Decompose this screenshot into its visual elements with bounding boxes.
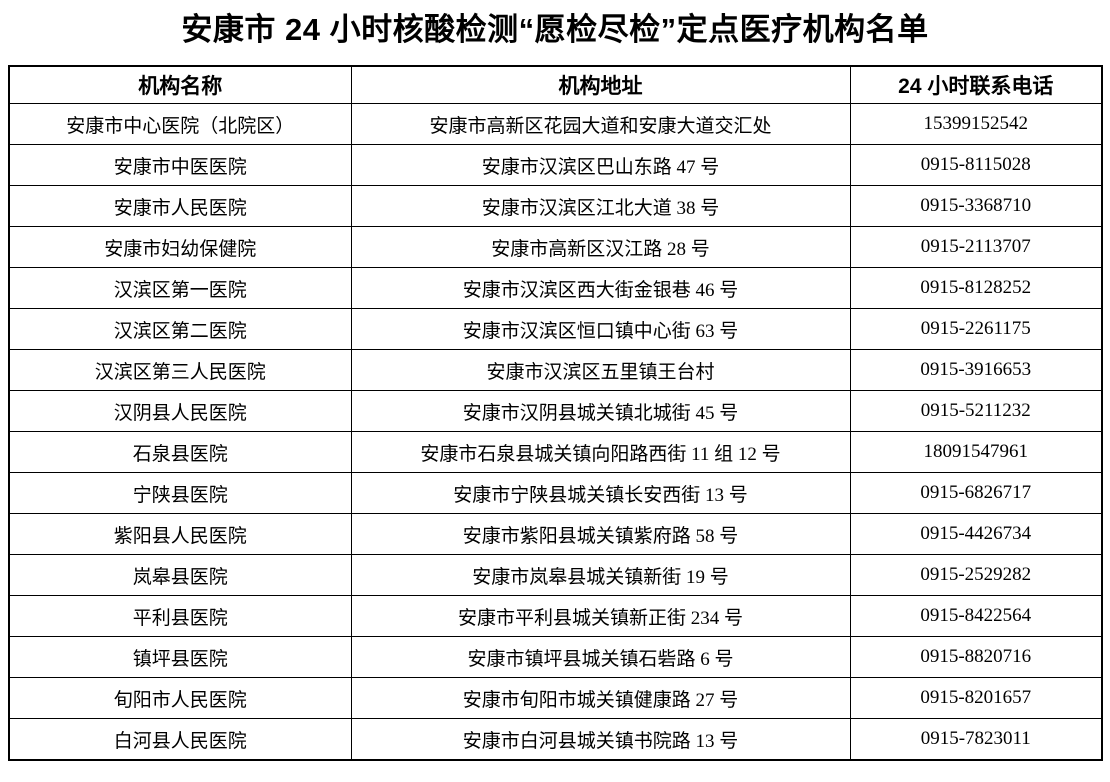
- institution-phone-cell: 0915-8820716: [849, 636, 1103, 678]
- institution-name-cell: 紫阳县人民医院: [8, 513, 352, 555]
- table-row: 石泉县医院 安康市石泉县城关镇向阳路西街 11 组 12 号 180915479…: [8, 431, 1103, 473]
- institution-phone-cell: 18091547961: [849, 431, 1103, 473]
- institutions-table: 机构名称 机构地址 24 小时联系电话 安康市中心医院（北院区） 安康市高新区花…: [8, 65, 1103, 761]
- institution-address-cell: 安康市汉滨区五里镇王台村: [350, 349, 851, 391]
- institution-phone-cell: 0915-2113707: [849, 226, 1103, 268]
- col-header-24h-phone: 24 小时联系电话: [849, 65, 1103, 104]
- institution-name-cell: 平利县医院: [8, 595, 352, 637]
- institution-address-cell: 安康市汉滨区恒口镇中心街 63 号: [350, 308, 851, 350]
- institution-phone-cell: 0915-2261175: [849, 308, 1103, 350]
- table-row: 安康市中心医院（北院区） 安康市高新区花园大道和安康大道交汇处 15399152…: [8, 103, 1103, 145]
- institution-name-cell: 汉滨区第三人民医院: [8, 349, 352, 391]
- institution-name-cell: 汉滨区第一医院: [8, 267, 352, 309]
- institution-address-cell: 安康市汉阴县城关镇北城街 45 号: [350, 390, 851, 432]
- institution-name-cell: 宁陕县医院: [8, 472, 352, 514]
- institution-name-cell: 汉滨区第二医院: [8, 308, 352, 350]
- institution-name-cell: 石泉县医院: [8, 431, 352, 473]
- institution-address-cell: 安康市高新区花园大道和安康大道交汇处: [350, 103, 851, 145]
- table-row: 岚皋县医院 安康市岚皋县城关镇新街 19 号 0915-2529282: [8, 554, 1103, 596]
- institution-phone-cell: 0915-8115028: [849, 144, 1103, 186]
- table-row: 汉滨区第三人民医院 安康市汉滨区五里镇王台村 0915-3916653: [8, 349, 1103, 391]
- institution-phone-cell: 0915-4426734: [849, 513, 1103, 555]
- table-row: 白河县人民医院 安康市白河县城关镇书院路 13 号 0915-7823011: [8, 718, 1103, 761]
- table-row: 汉滨区第一医院 安康市汉滨区西大街金银巷 46 号 0915-8128252: [8, 267, 1103, 309]
- institution-address-cell: 安康市汉滨区江北大道 38 号: [350, 185, 851, 227]
- institution-phone-cell: 0915-8128252: [849, 267, 1103, 309]
- table-row: 宁陕县医院 安康市宁陕县城关镇长安西街 13 号 0915-6826717: [8, 472, 1103, 514]
- table-row: 镇坪县医院 安康市镇坪县城关镇石砦路 6 号 0915-8820716: [8, 636, 1103, 678]
- institution-address-cell: 安康市汉滨区巴山东路 47 号: [350, 144, 851, 186]
- col-header-institution-address: 机构地址: [350, 65, 851, 104]
- table-row: 汉阴县人民医院 安康市汉阴县城关镇北城街 45 号 0915-5211232: [8, 390, 1103, 432]
- institution-address-cell: 安康市高新区汉江路 28 号: [350, 226, 851, 268]
- institution-address-cell: 安康市岚皋县城关镇新街 19 号: [350, 554, 851, 596]
- institution-phone-cell: 0915-3368710: [849, 185, 1103, 227]
- institution-name-cell: 安康市中医医院: [8, 144, 352, 186]
- table-row: 汉滨区第二医院 安康市汉滨区恒口镇中心街 63 号 0915-2261175: [8, 308, 1103, 350]
- institution-name-cell: 白河县人民医院: [8, 718, 352, 761]
- institution-phone-cell: 0915-8422564: [849, 595, 1103, 637]
- institution-phone-cell: 0915-3916653: [849, 349, 1103, 391]
- table-row: 平利县医院 安康市平利县城关镇新正街 234 号 0915-8422564: [8, 595, 1103, 637]
- institution-phone-cell: 0915-6826717: [849, 472, 1103, 514]
- table-row: 安康市妇幼保健院 安康市高新区汉江路 28 号 0915-2113707: [8, 226, 1103, 268]
- institution-name-cell: 安康市中心医院（北院区）: [8, 103, 352, 145]
- table-row: 紫阳县人民医院 安康市紫阳县城关镇紫府路 58 号 0915-4426734: [8, 513, 1103, 555]
- institution-address-cell: 安康市汉滨区西大街金银巷 46 号: [350, 267, 851, 309]
- col-header-institution-name: 机构名称: [8, 65, 352, 104]
- institution-phone-cell: 0915-7823011: [849, 718, 1103, 761]
- institution-name-cell: 镇坪县医院: [8, 636, 352, 678]
- institution-name-cell: 安康市妇幼保健院: [8, 226, 352, 268]
- table-row: 安康市中医医院 安康市汉滨区巴山东路 47 号 0915-8115028: [8, 144, 1103, 186]
- institution-address-cell: 安康市平利县城关镇新正街 234 号: [350, 595, 851, 637]
- institution-phone-cell: 15399152542: [849, 103, 1103, 145]
- institution-name-cell: 安康市人民医院: [8, 185, 352, 227]
- institution-address-cell: 安康市旬阳市城关镇健康路 27 号: [350, 677, 851, 719]
- institution-address-cell: 安康市紫阳县城关镇紫府路 58 号: [350, 513, 851, 555]
- institution-address-cell: 安康市石泉县城关镇向阳路西街 11 组 12 号: [350, 431, 851, 473]
- institution-name-cell: 旬阳市人民医院: [8, 677, 352, 719]
- institution-address-cell: 安康市镇坪县城关镇石砦路 6 号: [350, 636, 851, 678]
- institution-name-cell: 岚皋县医院: [8, 554, 352, 596]
- institution-phone-cell: 0915-8201657: [849, 677, 1103, 719]
- institution-address-cell: 安康市白河县城关镇书院路 13 号: [350, 718, 851, 761]
- institution-name-cell: 汉阴县人民医院: [8, 390, 352, 432]
- table-header-row: 机构名称 机构地址 24 小时联系电话: [8, 65, 1103, 104]
- institution-phone-cell: 0915-2529282: [849, 554, 1103, 596]
- table-row: 安康市人民医院 安康市汉滨区江北大道 38 号 0915-3368710: [8, 185, 1103, 227]
- table-row: 旬阳市人民医院 安康市旬阳市城关镇健康路 27 号 0915-8201657: [8, 677, 1103, 719]
- page-title: 安康市 24 小时核酸检测“愿检尽检”定点医疗机构名单: [181, 12, 929, 47]
- table-body: 安康市中心医院（北院区） 安康市高新区花园大道和安康大道交汇处 15399152…: [8, 103, 1103, 761]
- institution-phone-cell: 0915-5211232: [849, 390, 1103, 432]
- institution-address-cell: 安康市宁陕县城关镇长安西街 13 号: [350, 472, 851, 514]
